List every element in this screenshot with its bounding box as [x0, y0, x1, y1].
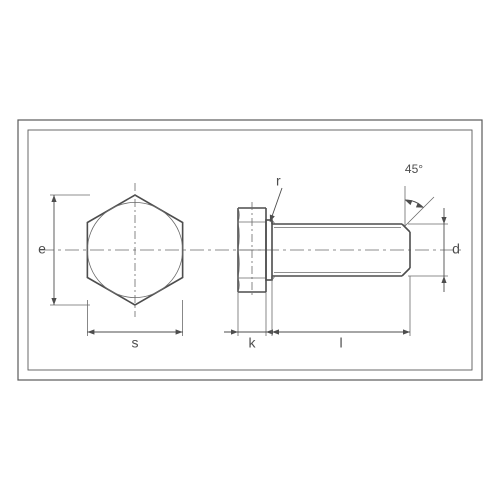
- dim-label-45deg: 45°: [405, 162, 423, 176]
- dimensions: e s k l d r 45°: [38, 162, 460, 351]
- dim-label-l: l: [339, 335, 342, 351]
- dim-label-r: r: [276, 173, 281, 189]
- dim-label-k: k: [249, 335, 257, 351]
- dim-label-d: d: [452, 241, 460, 257]
- bolt-diagram-svg: e s k l d r 45°: [0, 0, 500, 500]
- drawing-canvas: e s k l d r 45°: [0, 0, 500, 500]
- dim-label-s: s: [132, 335, 139, 351]
- dim-label-e: e: [38, 241, 46, 257]
